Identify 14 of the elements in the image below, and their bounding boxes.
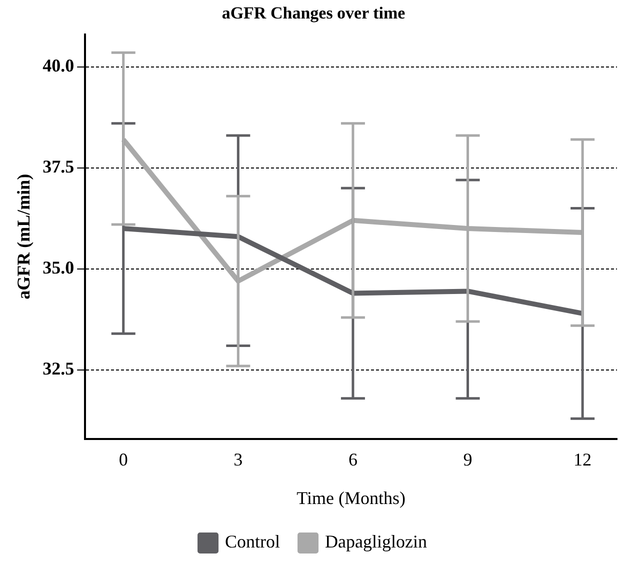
legend-label: Dapagliglozin [325, 532, 427, 552]
x-axis-title: Time (Months) [296, 488, 406, 508]
y-tick-label: 35.0 [42, 258, 74, 278]
x-tick-label: 12 [574, 449, 592, 470]
x-tick-label: 3 [234, 449, 243, 470]
y-tick-label: 40.0 [42, 55, 74, 76]
y-tick-label: 32.5 [42, 358, 74, 379]
x-tick-label: 0 [118, 449, 128, 470]
x-tick-label: 9 [463, 449, 472, 470]
y-axis-title: aGFR (mL/min) [13, 174, 34, 300]
chart-title: aGFR Changes over time [222, 4, 406, 23]
y-tick-label: 37.5 [42, 156, 74, 177]
x-tick-label: 6 [348, 449, 358, 470]
legend-label: Control [225, 532, 280, 552]
